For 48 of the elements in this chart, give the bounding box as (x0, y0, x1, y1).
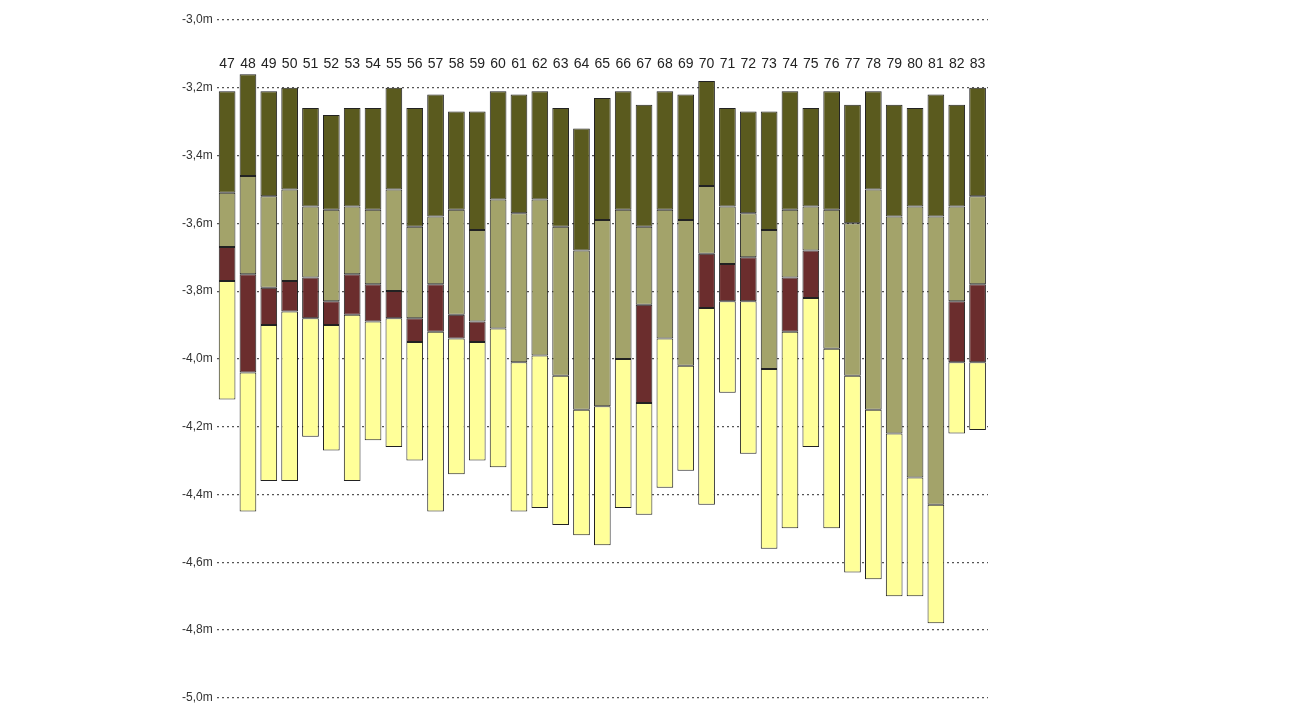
x-tick-label: 70 (698, 55, 715, 72)
x-tick-label: 74 (782, 55, 798, 72)
x-tick-label: 61 (511, 55, 527, 72)
x-tick-label: 79 (886, 55, 903, 72)
y-tick-label: -4,6m (181, 554, 213, 569)
y-tick-label: -3,0m (181, 12, 213, 27)
x-tick-label: 76 (823, 55, 840, 72)
x-tick-label: 75 (803, 55, 819, 72)
x-tick-label: 82 (948, 55, 965, 72)
x-tick-label: 80 (907, 55, 924, 72)
x-tick-label: 77 (844, 55, 861, 72)
y-tick-label: -4,2m (181, 418, 213, 433)
x-tick-label: 53 (344, 55, 361, 72)
x-tick-label: 50 (281, 55, 298, 72)
x-tick-label: 60 (490, 55, 507, 72)
x-tick-label: 62 (532, 55, 548, 72)
y-tick-label: -3,6m (181, 215, 213, 230)
x-tick-label: 56 (406, 55, 423, 72)
y-tick-label: -3,8m (181, 283, 213, 298)
x-tick-label: 65 (594, 55, 611, 72)
x-tick-label: 81 (928, 55, 944, 72)
y-tick-label: -4,4m (181, 486, 213, 501)
x-tick-label: 47 (219, 55, 236, 72)
x-tick-label: 63 (552, 55, 569, 72)
x-tick-label: 73 (761, 55, 778, 72)
x-tick-label: 78 (865, 55, 882, 72)
y-tick-label: -3,4m (181, 147, 213, 162)
x-tick-label: 67 (636, 55, 653, 72)
x-tick-label: 58 (448, 55, 465, 72)
y-tick-label: -3,2m (181, 80, 213, 95)
y-tick-label: -4,8m (181, 622, 213, 637)
x-tick-label: 69 (677, 55, 694, 72)
x-tick-label: 54 (365, 55, 382, 72)
x-tick-label: 59 (469, 55, 486, 72)
x-tick-label: 48 (240, 55, 256, 72)
x-tick-label: 52 (323, 55, 340, 72)
y-tick-label: -4,0m (181, 351, 213, 366)
x-tick-label: 57 (427, 55, 444, 72)
x-tick-label: 51 (302, 55, 319, 72)
x-tick-label: 64 (573, 55, 590, 72)
x-tick-label: 49 (261, 55, 277, 72)
y-tick-label: -5,0m (181, 690, 213, 705)
x-tick-label: 71 (719, 55, 736, 72)
x-tick-label: 55 (386, 55, 402, 72)
x-tick-label: 83 (969, 55, 986, 72)
x-tick-label: 72 (740, 55, 757, 72)
x-tick-label: 66 (615, 55, 632, 72)
x-tick-label: 68 (657, 55, 673, 72)
